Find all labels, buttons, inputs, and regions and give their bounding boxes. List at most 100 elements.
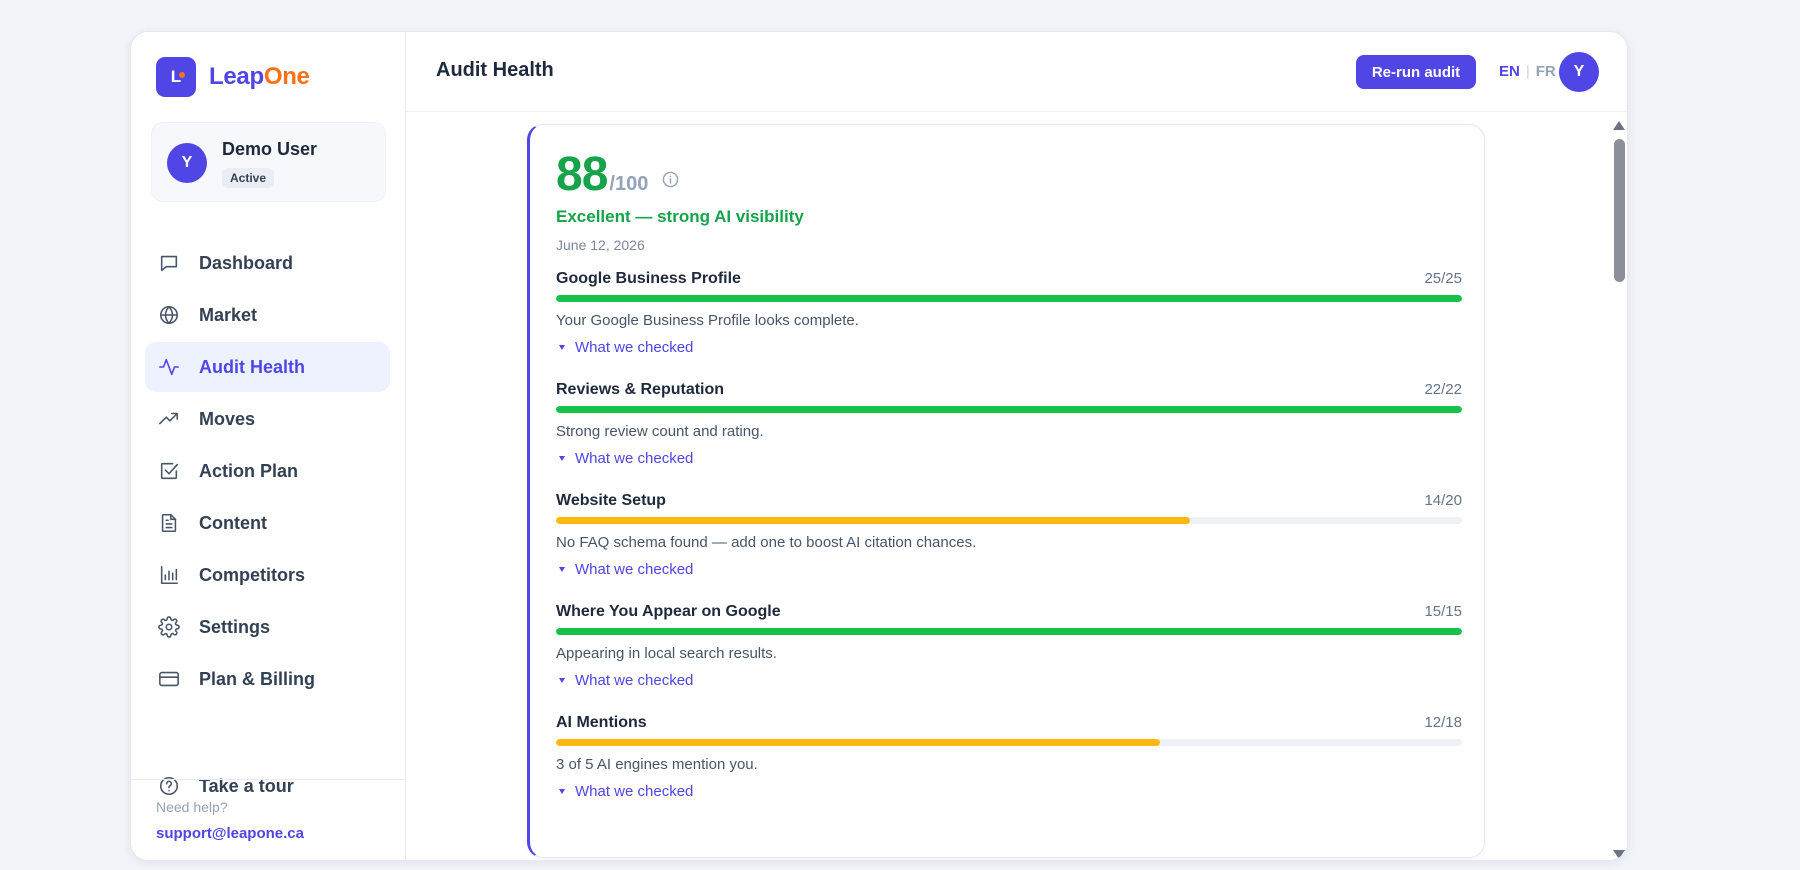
lang-fr-button[interactable]: FR xyxy=(1535,63,1556,80)
category-name: AI Mentions xyxy=(556,714,647,731)
caret-down-icon xyxy=(559,456,565,461)
score-max: /100 xyxy=(609,173,649,195)
avatar: Y xyxy=(167,143,207,183)
sidebar-item-label: Plan & Billing xyxy=(199,668,316,689)
what-we-checked-toggle[interactable]: What we checked xyxy=(556,339,693,356)
scroll-thumb[interactable] xyxy=(1614,139,1625,282)
divider xyxy=(131,779,406,780)
category-progress-fill xyxy=(556,739,1161,746)
category-description: Appearing in local search results. xyxy=(556,645,777,662)
scroll-up-arrow-icon[interactable] xyxy=(1613,121,1625,130)
category-description: Strong review count and rating. xyxy=(556,423,764,440)
brand-name: LeapOne xyxy=(209,63,310,91)
category-description: No FAQ schema found — add one to boost A… xyxy=(556,534,977,551)
logo-icon: L xyxy=(156,57,196,97)
category-progress-fill xyxy=(556,628,1462,635)
category-score: 12/18 xyxy=(1424,714,1462,731)
sidebar-item-audit-health[interactable]: Audit Health xyxy=(145,342,390,392)
what-we-checked-toggle[interactable]: What we checked xyxy=(556,783,693,800)
toggle-label: What we checked xyxy=(575,339,694,356)
category-description: 3 of 5 AI engines mention you. xyxy=(556,756,758,773)
overall-score: 88 xyxy=(556,148,608,201)
sidebar-item-plan-billing[interactable]: Plan & Billing xyxy=(145,654,390,704)
sidebar-item-settings[interactable]: Settings xyxy=(145,602,390,652)
category-progress-track xyxy=(556,517,1462,524)
credit-card-icon xyxy=(159,671,179,687)
category-progress-track xyxy=(556,406,1462,413)
globe-icon xyxy=(159,305,179,325)
toggle-label: What we checked xyxy=(575,561,694,578)
score-verdict: Excellent — strong AI visibility xyxy=(556,207,804,226)
what-we-checked-toggle[interactable]: What we checked xyxy=(556,672,693,689)
checkbox-icon xyxy=(160,462,179,480)
audit-score-card: 88 /100 Excellent — strong AI visibility… xyxy=(527,124,1485,858)
category-progress-track xyxy=(556,295,1462,302)
app-window: L LeapOne Y Demo User Active Dashboard M… xyxy=(130,31,1628,861)
bar-chart-icon xyxy=(160,565,179,585)
sidebar-item-dashboard[interactable]: Dashboard xyxy=(145,238,390,288)
caret-down-icon xyxy=(559,345,565,350)
sidebar-item-moves[interactable]: Moves xyxy=(145,394,390,444)
page-header: Audit Health Re-run audit EN | FR Y xyxy=(406,32,1627,112)
brand-logo[interactable]: L LeapOne xyxy=(156,57,310,97)
toggle-label: What we checked xyxy=(575,450,694,467)
category-name: Where You Appear on Google xyxy=(556,603,781,620)
scrollbar[interactable] xyxy=(1611,117,1627,860)
category-progress-fill xyxy=(556,517,1191,524)
document-icon xyxy=(161,513,177,533)
sidebar-item-competitors[interactable]: Competitors xyxy=(145,550,390,600)
toggle-label: What we checked xyxy=(575,783,694,800)
gear-icon xyxy=(158,616,180,638)
category-description: Your Google Business Profile looks compl… xyxy=(556,312,859,329)
take-tour-container: Take a tour xyxy=(145,761,390,813)
toggle-label: What we checked xyxy=(575,672,694,689)
brand-name-part2: One xyxy=(263,63,310,90)
audit-category: Reviews & Reputation 22/22 Strong review c… xyxy=(556,381,1462,492)
category-score: 22/22 xyxy=(1424,381,1462,398)
audit-date: June 12, 2026 xyxy=(556,237,645,253)
sidebar-item-label: Market xyxy=(199,304,258,325)
caret-down-icon xyxy=(559,567,565,572)
sidebar-item-market[interactable]: Market xyxy=(145,290,390,340)
user-avatar-button[interactable]: Y xyxy=(1559,52,1599,92)
sidebar-item-label: Dashboard xyxy=(199,252,294,273)
category-progress-fill xyxy=(556,406,1462,413)
audit-category: AI Mentions 12/18 3 of 5 AI engines mentio… xyxy=(556,714,1462,825)
lang-separator: | xyxy=(1525,63,1530,80)
score-row: 88 /100 xyxy=(556,147,679,202)
info-icon[interactable] xyxy=(662,171,679,188)
brand-name-part1: Leap xyxy=(209,63,264,90)
page-title: Audit Health xyxy=(436,59,554,81)
help-circle-icon xyxy=(159,776,179,796)
caret-down-icon xyxy=(559,678,565,683)
language-switcher: EN | FR xyxy=(1499,63,1556,80)
audit-category: Google Business Profile 25/25 Your Google … xyxy=(556,270,1462,381)
support-email-link[interactable]: support@leapone.ca xyxy=(156,825,304,842)
sidebar-item-content[interactable]: Content xyxy=(145,498,390,548)
lang-en-button[interactable]: EN xyxy=(1499,63,1520,80)
take-tour-button[interactable]: Take a tour xyxy=(145,761,390,811)
category-name: Reviews & Reputation xyxy=(556,381,725,398)
rerun-audit-button[interactable]: Re-run audit xyxy=(1356,55,1476,89)
sidebar-item-label: Action Plan xyxy=(199,460,299,481)
category-progress-fill xyxy=(556,295,1462,302)
what-we-checked-toggle[interactable]: What we checked xyxy=(556,450,693,467)
sidebar-item-label: Moves xyxy=(199,408,256,429)
logo-dot xyxy=(179,72,185,78)
category-name: Google Business Profile xyxy=(556,270,741,287)
category-score: 15/15 xyxy=(1424,603,1462,620)
audit-category: Website Setup 14/20 No FAQ schema found — … xyxy=(556,492,1462,603)
category-progress-track xyxy=(556,628,1462,635)
sidebar-item-action-plan[interactable]: Action Plan xyxy=(145,446,390,496)
sidebar-item-label: Audit Health xyxy=(199,356,305,377)
help-label: Need help? xyxy=(156,799,228,815)
caret-down-icon xyxy=(559,789,565,794)
category-score: 14/20 xyxy=(1424,492,1462,509)
what-we-checked-toggle[interactable]: What we checked xyxy=(556,561,693,578)
chat-bubble-icon xyxy=(160,255,178,272)
category-score: 25/25 xyxy=(1424,270,1462,287)
scroll-down-arrow-icon[interactable] xyxy=(1613,850,1625,859)
sidebar: L LeapOne Y Demo User Active Dashboard M… xyxy=(131,32,406,860)
user-name: Demo User xyxy=(222,139,318,159)
user-card[interactable]: Y Demo User Active xyxy=(151,122,386,202)
